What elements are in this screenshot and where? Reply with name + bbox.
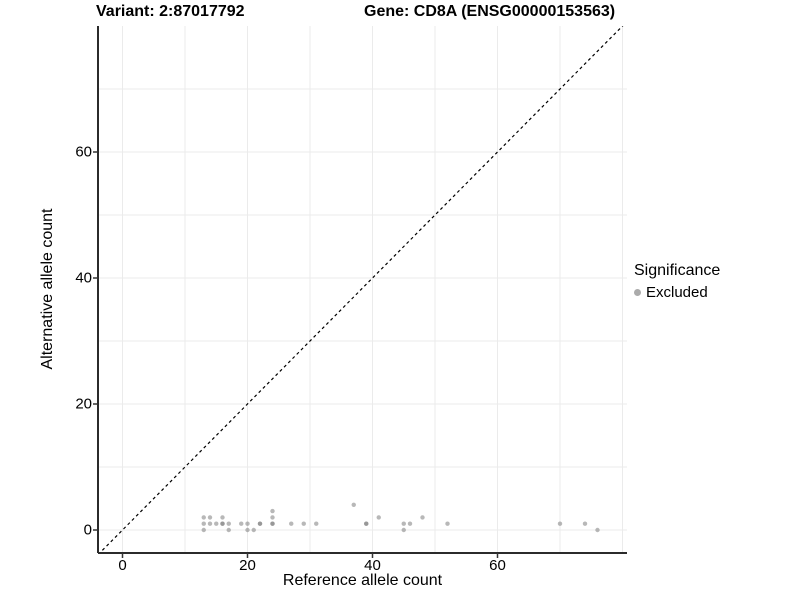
- data-point: [270, 515, 275, 520]
- x-tick-label: 40: [364, 557, 381, 574]
- data-point: [239, 521, 244, 526]
- data-point: [445, 521, 450, 526]
- data-point: [251, 527, 256, 533]
- y-tick-label: 40: [75, 269, 92, 287]
- legend: Significance Excluded: [634, 262, 720, 301]
- x-tick-label: 60: [489, 557, 506, 574]
- identity-line: [98, 26, 624, 553]
- y-tick-label: 20: [75, 395, 92, 413]
- data-point: [314, 521, 319, 526]
- x-tick-label: 0: [118, 557, 127, 574]
- data-point: [226, 527, 231, 533]
- data-point: [270, 521, 275, 526]
- legend-title: Significance: [634, 262, 721, 279]
- data-point: [245, 527, 250, 533]
- variant-title: Variant: 2:87017792: [96, 3, 245, 20]
- data-point: [289, 521, 294, 526]
- y-axis-title: Alternative allele count: [39, 208, 56, 370]
- data-point: [376, 515, 381, 520]
- legend-entry-label: Excluded: [646, 284, 708, 301]
- x-tick-label: 20: [239, 557, 256, 574]
- data-point: [557, 521, 563, 526]
- data-point: [201, 521, 206, 526]
- data-point: [257, 521, 263, 526]
- data-point: [220, 521, 225, 526]
- data-point: [401, 521, 406, 526]
- legend-point-icon: [634, 289, 641, 296]
- data-point: [407, 521, 413, 526]
- data-point: [364, 521, 369, 526]
- y-tick-label: 60: [75, 143, 92, 161]
- data-point: [351, 502, 356, 507]
- data-point: [301, 521, 306, 526]
- data-point: [270, 508, 275, 514]
- y-tick-label: 0: [83, 521, 92, 539]
- data-point: [214, 521, 219, 526]
- data-point: [226, 521, 231, 526]
- data-point: [220, 515, 225, 520]
- data-point: [595, 527, 600, 533]
- data-point: [207, 515, 213, 520]
- legend-entry-excluded: Excluded: [634, 284, 720, 301]
- data-point: [207, 521, 213, 526]
- data-point: [401, 527, 406, 533]
- gene-title: Gene: CD8A (ENSG00000153563): [364, 3, 616, 20]
- data-point: [201, 515, 206, 520]
- data-point: [201, 527, 206, 533]
- x-axis-title: Reference allele count: [282, 572, 443, 589]
- data-point: [420, 515, 425, 520]
- data-point: [245, 521, 250, 526]
- data-point: [582, 521, 588, 526]
